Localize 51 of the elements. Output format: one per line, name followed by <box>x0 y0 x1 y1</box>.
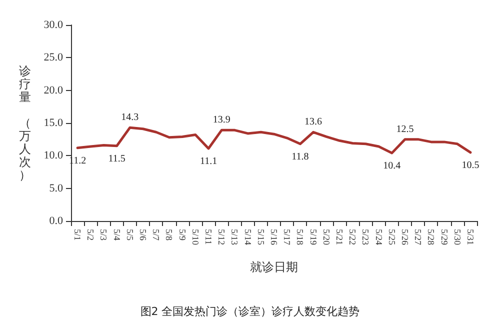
x-tick-label: 5/28 <box>426 229 436 246</box>
x-tick-label: 5/4 <box>112 229 122 241</box>
data-label: 11.1 <box>200 156 218 167</box>
data-label: 10.5 <box>462 160 480 171</box>
data-label: 11.8 <box>292 151 309 162</box>
y-tick-label: 15.0 <box>44 117 64 129</box>
x-tick-label: 5/15 <box>256 229 266 246</box>
x-tick-label: 5/16 <box>269 229 279 246</box>
x-tick-label: 5/10 <box>190 229 200 246</box>
x-tick-label: 5/22 <box>348 229 358 246</box>
y-tick-label: 25.0 <box>44 52 64 64</box>
x-tick-label: 5/20 <box>321 229 332 246</box>
x-tick-label: 5/26 <box>400 229 410 246</box>
x-tick-label: 5/1 <box>72 229 83 241</box>
x-tick-label: 5/8 <box>164 229 174 241</box>
y-axis-title: 诊疗量（万人次） <box>19 64 31 182</box>
x-tick-label: 5/17 <box>282 229 292 246</box>
data-label: 10.4 <box>383 160 401 172</box>
x-tick-label: 5/2 <box>86 229 96 241</box>
data-label: 12.5 <box>396 124 414 135</box>
x-tick-label: 5/6 <box>138 229 148 241</box>
x-tick-label: 5/9 <box>177 229 188 241</box>
x-tick-label: 5/13 <box>230 229 240 246</box>
x-tick-label: 5/5 <box>124 229 135 241</box>
x-tick-label: 5/25 <box>386 229 397 246</box>
data-label: 13.9 <box>212 114 230 126</box>
x-tick-label: 5/24 <box>374 229 384 246</box>
y-tick-label: 30.0 <box>44 19 64 31</box>
data-label: 11.5 <box>108 153 126 164</box>
line-series <box>76 126 472 154</box>
y-tick-label: 10.0 <box>44 150 64 162</box>
x-tick-label: 5/7 <box>151 229 162 241</box>
x-axis-title: 就诊日期 <box>250 260 298 274</box>
y-tick-label: 0.0 <box>49 215 64 227</box>
y-tick-label: 5.0 <box>49 182 64 194</box>
caption: 图2 全国发热门诊（诊室）诊疗人数变化趋势 <box>140 305 360 318</box>
x-tick-label: 5/12 <box>216 229 227 246</box>
x-tick-label: 5/19 <box>308 229 318 246</box>
x-tick-label: 5/21 <box>334 229 344 246</box>
x-tick-label: 5/30 <box>452 229 462 246</box>
data-label: 13.6 <box>304 116 322 128</box>
x-tick-label: 5/27 <box>413 229 424 246</box>
x-tick-label: 5/23 <box>360 229 371 246</box>
y-tick-label: 20.0 <box>44 84 64 96</box>
x-tick-label: 5/31 <box>465 229 476 246</box>
x-tick-label: 5/29 <box>439 229 450 246</box>
x-tick-label: 5/3 <box>98 229 109 241</box>
x-tick-label: 5/14 <box>242 229 253 246</box>
data-label: 14.3 <box>121 112 139 124</box>
x-tick-label: 5/11 <box>204 229 214 245</box>
x-tick-label: 5/18 <box>295 229 306 246</box>
